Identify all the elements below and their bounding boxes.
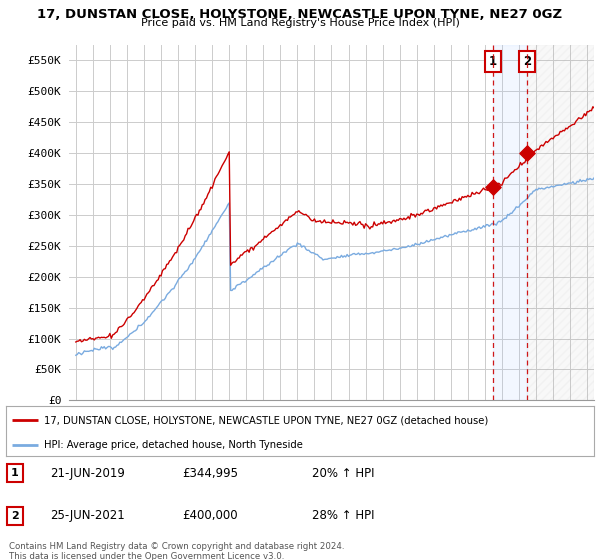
Text: 21-JUN-2019: 21-JUN-2019 bbox=[50, 467, 125, 480]
Text: £400,000: £400,000 bbox=[182, 509, 238, 522]
Bar bbox=[493, 45, 527, 400]
Text: 1: 1 bbox=[489, 55, 497, 68]
Text: Price paid vs. HM Land Registry's House Price Index (HPI): Price paid vs. HM Land Registry's House … bbox=[140, 18, 460, 29]
Bar bbox=[527, 45, 594, 400]
Text: 25-JUN-2021: 25-JUN-2021 bbox=[50, 509, 125, 522]
Text: Contains HM Land Registry data © Crown copyright and database right 2024.
This d: Contains HM Land Registry data © Crown c… bbox=[9, 542, 344, 560]
Point bbox=[523, 148, 532, 157]
Text: £344,995: £344,995 bbox=[182, 467, 238, 480]
Text: 2: 2 bbox=[523, 55, 531, 68]
Text: 1: 1 bbox=[11, 468, 19, 478]
Text: 17, DUNSTAN CLOSE, HOLYSTONE, NEWCASTLE UPON TYNE, NE27 0GZ: 17, DUNSTAN CLOSE, HOLYSTONE, NEWCASTLE … bbox=[37, 8, 563, 21]
Text: 17, DUNSTAN CLOSE, HOLYSTONE, NEWCASTLE UPON TYNE, NE27 0GZ (detached house): 17, DUNSTAN CLOSE, HOLYSTONE, NEWCASTLE … bbox=[44, 415, 488, 425]
Text: HPI: Average price, detached house, North Tyneside: HPI: Average price, detached house, Nort… bbox=[44, 440, 303, 450]
Point bbox=[488, 183, 498, 192]
Text: 2: 2 bbox=[11, 511, 19, 521]
Text: 20% ↑ HPI: 20% ↑ HPI bbox=[312, 467, 374, 480]
Text: 28% ↑ HPI: 28% ↑ HPI bbox=[312, 509, 374, 522]
